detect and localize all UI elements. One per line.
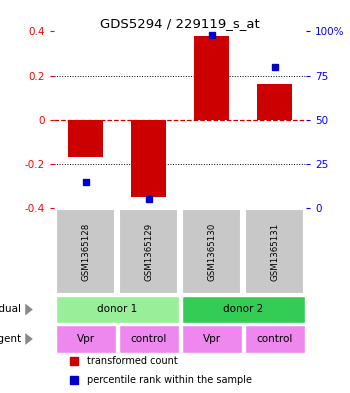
Text: donor 2: donor 2: [223, 305, 263, 314]
Text: GSM1365129: GSM1365129: [144, 222, 153, 281]
Bar: [56, 296, 179, 323]
Bar: [182, 296, 305, 323]
Bar: [119, 325, 179, 353]
Text: GSM1365130: GSM1365130: [207, 222, 216, 281]
Bar: [132, 120, 166, 197]
Text: Vpr: Vpr: [77, 334, 95, 344]
Text: agent: agent: [0, 334, 21, 344]
Bar: [56, 209, 116, 294]
Bar: [258, 84, 292, 120]
Bar: [182, 209, 241, 294]
Text: donor 1: donor 1: [97, 305, 137, 314]
Bar: [68, 120, 103, 158]
Title: GDS5294 / 229119_s_at: GDS5294 / 229119_s_at: [100, 17, 260, 30]
Bar: [182, 325, 242, 353]
Bar: [195, 36, 229, 120]
Text: percentile rank within the sample: percentile rank within the sample: [87, 375, 252, 385]
Bar: [56, 325, 116, 353]
Bar: [245, 209, 304, 294]
Bar: [245, 325, 305, 353]
Polygon shape: [25, 303, 33, 315]
Text: control: control: [257, 334, 293, 344]
Text: transformed count: transformed count: [87, 356, 178, 367]
Text: individual: individual: [0, 305, 21, 314]
Text: Vpr: Vpr: [203, 334, 221, 344]
Text: GSM1365128: GSM1365128: [81, 222, 90, 281]
Text: GSM1365131: GSM1365131: [270, 222, 279, 281]
Text: control: control: [131, 334, 167, 344]
Bar: [119, 209, 178, 294]
Polygon shape: [25, 333, 33, 345]
